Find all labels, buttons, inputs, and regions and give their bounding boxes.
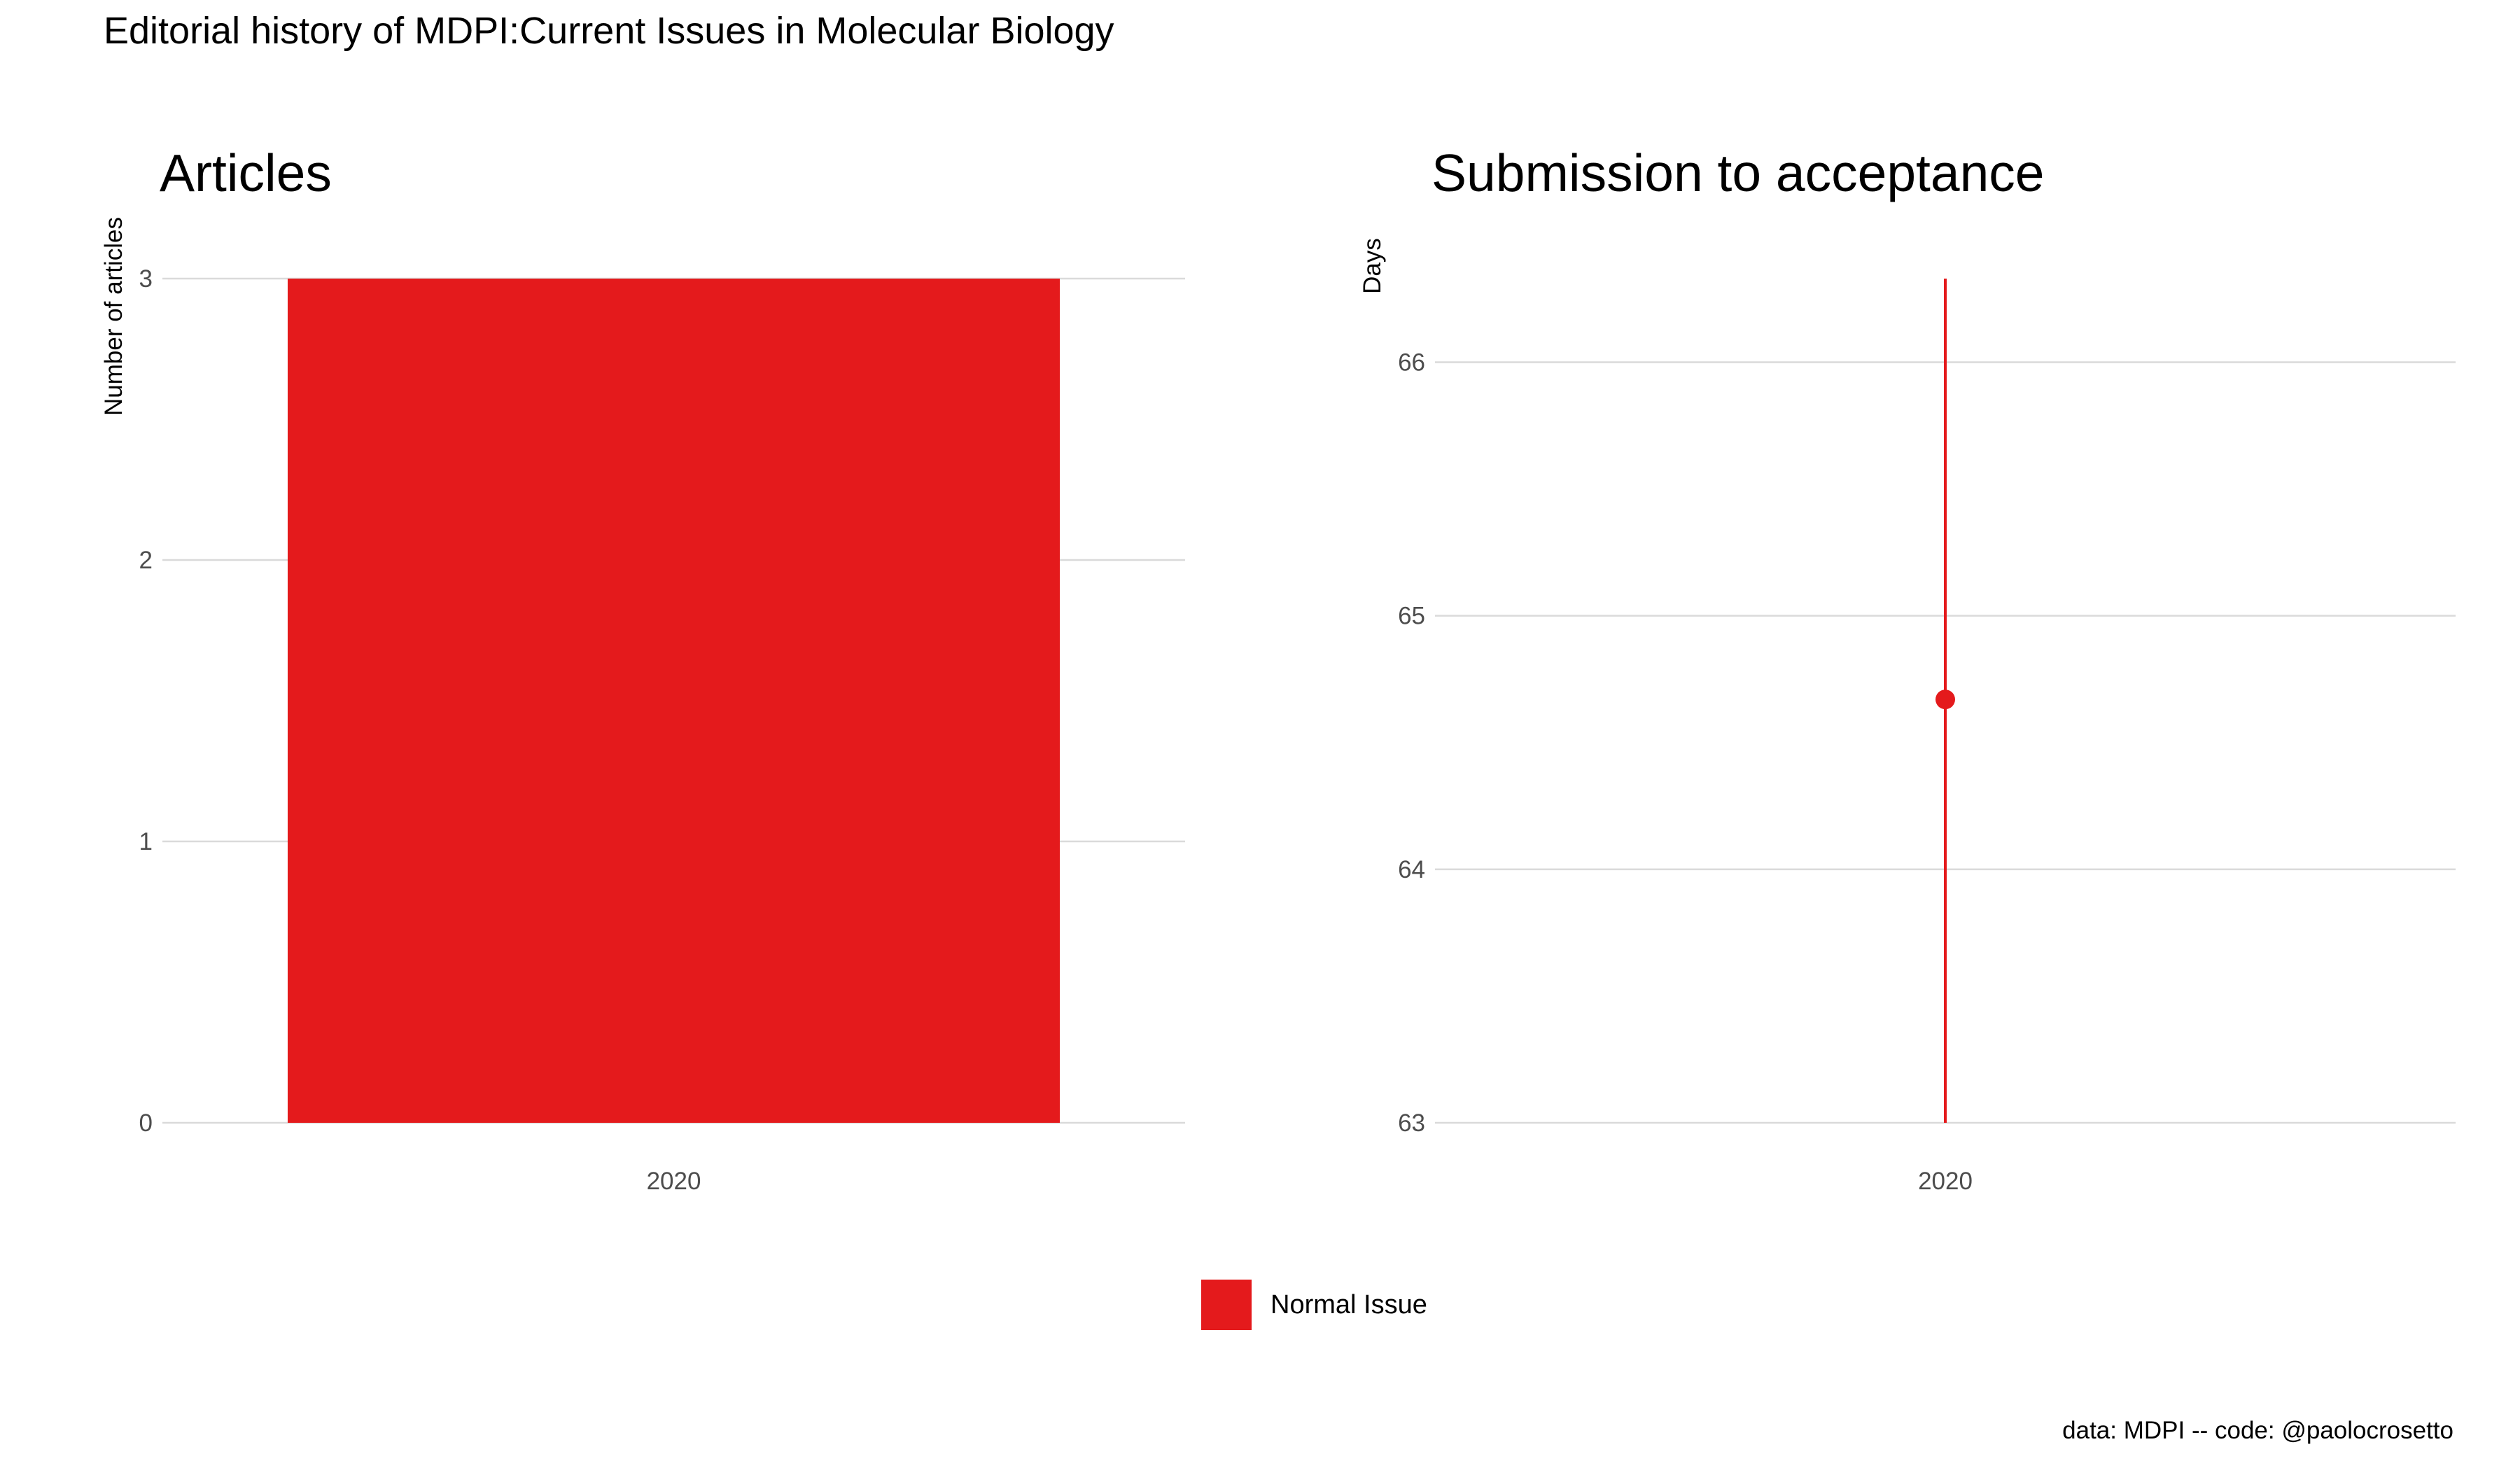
figure-title: Editorial history of MDPI:Current Issues… [104, 10, 1114, 52]
articles-y-ticks: 0 1 2 3 [139, 265, 153, 1137]
acceptance-y-tick-label: 66 [1398, 349, 1425, 377]
acceptance-points [1935, 279, 1955, 1123]
legend-label-normal-issue: Normal Issue [1270, 1290, 1427, 1320]
articles-y-tick-label: 2 [139, 547, 153, 574]
legend-swatch-normal-issue [1201, 1280, 1252, 1330]
articles-y-tick-label: 3 [139, 265, 153, 293]
acceptance-point [1935, 690, 1955, 710]
articles-panel: Articles Number of articles 0 1 2 3 2020 [100, 144, 1185, 1195]
articles-panel-title: Articles [160, 144, 332, 202]
legend: Normal Issue [1201, 1280, 1427, 1330]
articles-y-tick-label: 1 [139, 828, 153, 855]
articles-y-tick-label: 0 [139, 1110, 153, 1137]
articles-bar [287, 279, 1060, 1123]
caption: data: MDPI -- code: @paolocrosetto [2062, 1417, 2454, 1444]
acceptance-x-tick-label: 2020 [1918, 1168, 1973, 1195]
acceptance-y-axis-title: Days [1359, 238, 1386, 294]
acceptance-x-ticks: 2020 [1918, 1168, 1973, 1195]
articles-x-ticks: 2020 [647, 1168, 701, 1195]
acceptance-panel: Submission to acceptance Days 63 64 65 66 2… [1359, 144, 2456, 1195]
acceptance-y-tick-label: 65 [1398, 603, 1425, 630]
articles-x-tick-label: 2020 [647, 1168, 701, 1195]
acceptance-y-ticks: 63 64 65 66 [1398, 349, 1425, 1137]
acceptance-panel-title: Submission to acceptance [1432, 144, 2045, 202]
acceptance-y-tick-label: 63 [1398, 1110, 1425, 1137]
articles-y-axis-title: Number of articles [100, 217, 127, 416]
articles-bars [287, 279, 1060, 1123]
acceptance-y-tick-label: 64 [1398, 856, 1425, 883]
